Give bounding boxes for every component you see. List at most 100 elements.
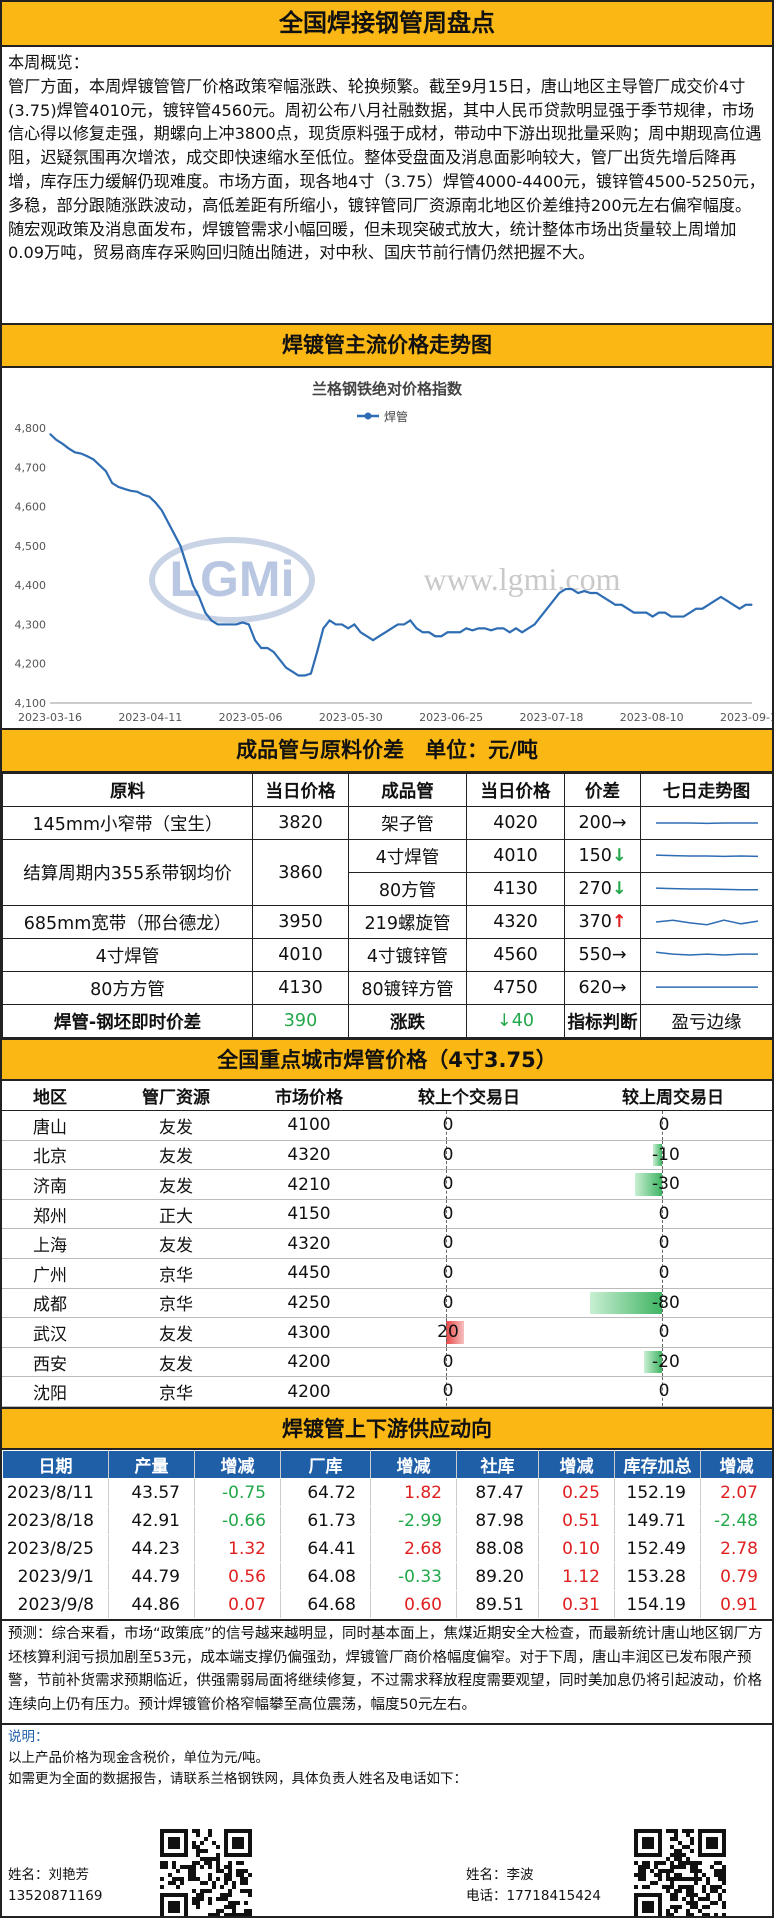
qr-module	[200, 1857, 204, 1862]
qr-module	[674, 1893, 678, 1898]
qr-module	[698, 1861, 702, 1866]
diff-value: 150	[578, 846, 612, 866]
spread-row: 80方方管 4130 80镀锌方管 4750 620→	[2, 971, 772, 1005]
qr-module	[216, 1853, 220, 1858]
qr-module	[674, 1873, 678, 1878]
y-tick-label: 4,300	[15, 618, 47, 631]
spread-row: 4寸焊管 4010 4寸镀锌管 4560 550→	[2, 938, 772, 972]
qr-module	[228, 1873, 232, 1878]
data-point	[173, 533, 175, 535]
qr-module	[188, 1869, 192, 1874]
qr-module	[236, 1861, 240, 1866]
data-point	[384, 631, 387, 633]
qr-module	[646, 1885, 650, 1890]
change-vs-prev-day: 0	[364, 1258, 574, 1289]
overview-label: 本周概览：	[8, 53, 89, 72]
supply-date: 2023/8/25	[2, 1534, 109, 1564]
qr-module	[228, 1869, 232, 1874]
chart-title: 兰格钢铁绝对价格指数	[312, 380, 463, 398]
data-point	[99, 464, 101, 466]
data-point	[86, 455, 88, 457]
qr-module	[216, 1857, 220, 1862]
qr-module	[196, 1861, 200, 1866]
qr-module	[698, 1877, 702, 1882]
qr-module	[220, 1869, 224, 1874]
qr-module	[674, 1849, 678, 1854]
y-tick-label: 4,800	[15, 422, 47, 435]
zero-axis	[662, 1288, 663, 1318]
qr-module	[232, 1901, 236, 1906]
qr-module	[662, 1861, 666, 1866]
change-value: 0	[442, 1174, 454, 1195]
data-point	[360, 631, 362, 633]
market-price: 4250	[254, 1288, 364, 1319]
qr-module	[690, 1837, 694, 1842]
change-vs-prev-week: -20	[574, 1347, 772, 1378]
data-point	[136, 491, 138, 493]
qr-module	[722, 1913, 726, 1916]
qr-module	[710, 1901, 714, 1906]
product: 4寸镀锌管	[348, 938, 467, 972]
supply-value: 44.79	[108, 1562, 195, 1592]
qr-module	[702, 1889, 706, 1894]
qr-module	[224, 1893, 228, 1898]
data-point	[683, 615, 685, 618]
qr-module	[714, 1873, 718, 1878]
data-point	[111, 482, 113, 484]
qr-module	[682, 1865, 686, 1870]
qr-module	[694, 1881, 698, 1886]
supply-value: 87.98	[456, 1506, 539, 1536]
spread-table: 原料 当日价格 成品管 当日价格 价差 七日走势图 145mm小窄带（宝生） 3…	[2, 773, 772, 1038]
qr-module	[670, 1897, 674, 1902]
zero-axis	[446, 1288, 447, 1318]
seven-day-sparkline	[640, 905, 772, 939]
data-point	[391, 627, 393, 629]
qr-module	[208, 1833, 212, 1838]
qr-module	[240, 1861, 244, 1866]
data-point	[422, 631, 424, 633]
change-vs-prev-day: 0	[364, 1228, 574, 1260]
change-vs-prev-week: 0	[574, 1376, 772, 1408]
supply-value: 153.28	[614, 1562, 701, 1592]
data-point	[428, 631, 430, 633]
zero-axis	[446, 1140, 447, 1170]
qr-module	[164, 1861, 168, 1866]
city-name: 广州	[2, 1258, 98, 1289]
city-header: 较上周交易日	[574, 1081, 772, 1112]
qr-module	[204, 1849, 208, 1854]
qr-module	[180, 1865, 184, 1870]
product-price: 4320	[466, 905, 565, 939]
qr-module	[240, 1881, 244, 1886]
supply-value: 44.86	[108, 1590, 195, 1620]
product: 80镀锌方管	[348, 971, 467, 1005]
mill-resource: 友发	[98, 1140, 254, 1171]
raw-price: 3820	[252, 806, 349, 840]
qr-module	[678, 1857, 682, 1862]
data-point	[558, 592, 561, 594]
spread-header: 当日价格	[252, 773, 349, 807]
zero-axis	[446, 1229, 447, 1259]
qr-module	[212, 1857, 216, 1862]
qr-module	[678, 1861, 682, 1866]
qr-module	[706, 1897, 710, 1902]
qr-module	[718, 1873, 722, 1878]
sparkline-line	[655, 919, 758, 926]
qr-module	[654, 1873, 658, 1878]
qr-module	[232, 1885, 236, 1890]
qr-module	[658, 1873, 662, 1878]
change-value: 0	[442, 1233, 454, 1254]
market-price: 4200	[254, 1376, 364, 1408]
qr-module	[208, 1829, 212, 1834]
x-tick-label: 2023-06-25	[419, 711, 483, 724]
qr-module	[168, 1901, 180, 1914]
qr-module	[690, 1877, 694, 1882]
qr-module	[722, 1865, 726, 1870]
change-value: 0	[658, 1263, 670, 1284]
supply-date: 2023/9/8	[2, 1590, 109, 1620]
qr-module	[666, 1857, 670, 1862]
qr-module	[232, 1909, 236, 1914]
qr-module	[208, 1897, 212, 1902]
data-point	[80, 452, 82, 455]
qr-module	[208, 1877, 212, 1882]
qr-module	[248, 1889, 252, 1894]
